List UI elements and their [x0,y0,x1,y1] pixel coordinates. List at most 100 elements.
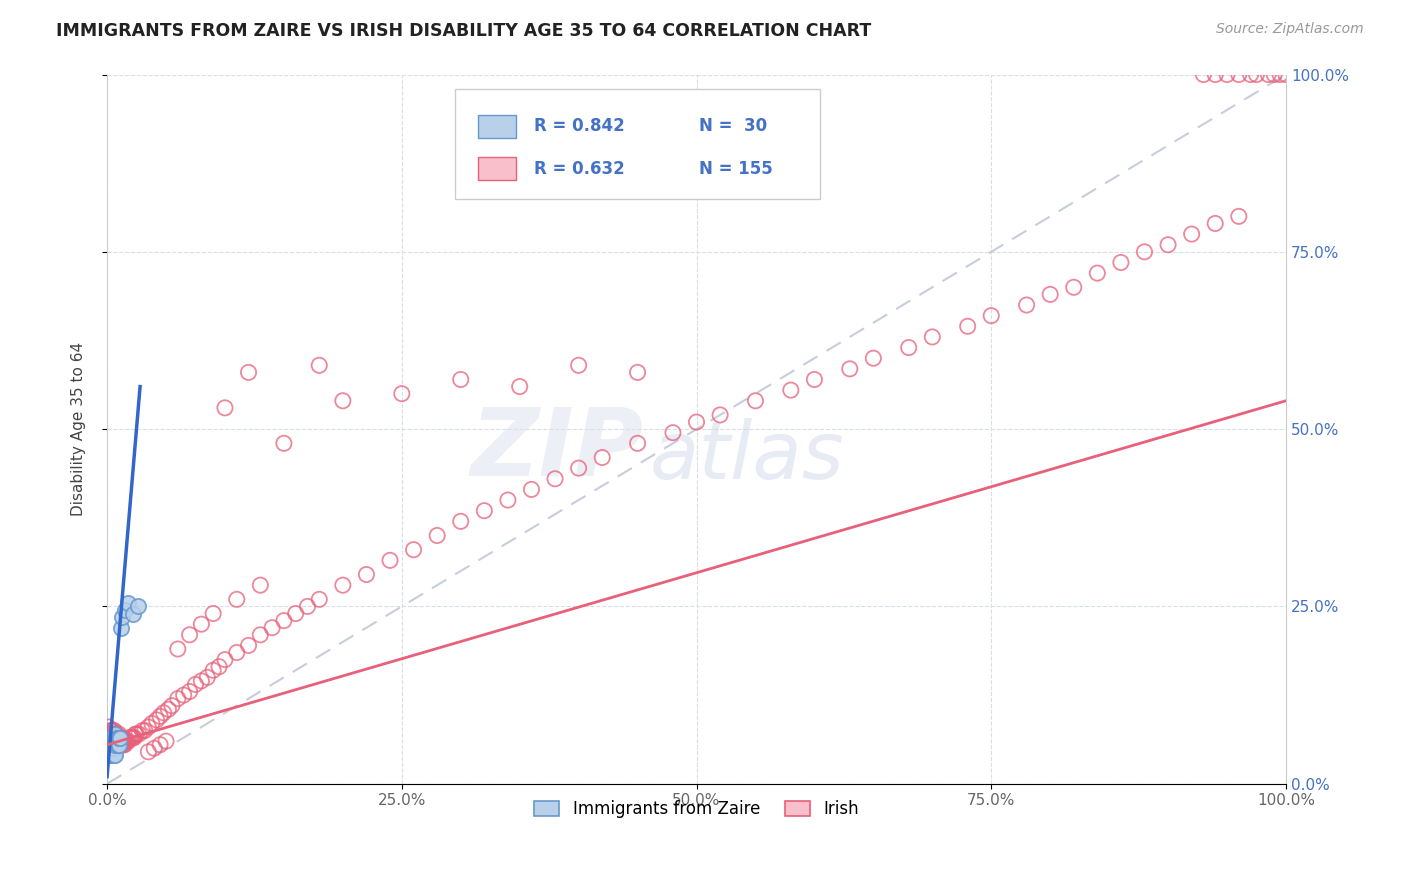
Point [114,734,136,748]
Point [110,738,132,752]
Point [101,734,124,748]
Text: ZIP: ZIP [471,404,644,497]
Point [131,723,153,738]
Point [100,723,122,738]
Point [1192,68,1215,82]
Y-axis label: Disability Age 35 to 64: Disability Age 35 to 64 [72,342,86,516]
Point [108,734,131,748]
Point [709,408,731,422]
Point [297,599,319,614]
Point [356,567,378,582]
Text: atlas: atlas [650,418,844,497]
Point [378,553,401,567]
Point [112,734,135,748]
Text: N =  30: N = 30 [699,117,768,136]
Point [173,688,195,702]
Point [332,578,354,592]
Point [107,738,129,752]
Point [450,514,472,528]
Point [662,425,685,440]
Point [111,610,134,624]
Point [1216,68,1239,82]
Text: R = 0.632: R = 0.632 [534,160,624,178]
Point [1015,298,1038,312]
Point [98,727,121,741]
Point [117,734,139,748]
Point [121,731,143,745]
Point [202,607,225,621]
Point [117,596,139,610]
Point [155,734,177,748]
Point [134,723,156,738]
Point [105,738,128,752]
Point [1109,255,1132,269]
Point [101,731,124,745]
Text: IMMIGRANTS FROM ZAIRE VS IRISH DISABILITY AGE 35 TO 64 CORRELATION CHART: IMMIGRANTS FROM ZAIRE VS IRISH DISABILIT… [56,22,872,40]
Point [101,738,124,752]
Point [104,731,127,745]
Point [1263,68,1285,82]
Point [980,309,1002,323]
Point [100,738,122,752]
Point [103,731,125,745]
Point [143,741,166,756]
Point [108,738,131,752]
Point [101,738,124,752]
Text: N = 155: N = 155 [699,160,773,178]
Point [273,614,295,628]
Point [104,738,127,752]
Point [120,731,142,745]
Point [1268,68,1291,82]
Point [779,383,801,397]
Point [104,727,127,741]
Point [190,617,212,632]
Point [591,450,613,465]
Point [125,727,148,741]
Text: R = 0.842: R = 0.842 [534,117,624,136]
Point [101,748,124,763]
Point [332,393,354,408]
Point [107,731,129,745]
Point [803,372,825,386]
Point [104,738,127,752]
Point [114,738,136,752]
Point [157,702,180,716]
Point [104,734,127,748]
Point [110,621,132,635]
Point [1204,217,1226,231]
Point [1257,68,1279,82]
Point [1133,244,1156,259]
Point [509,379,531,393]
Point [115,734,138,748]
Point [1239,68,1261,82]
Point [897,341,920,355]
Point [391,386,413,401]
Point [100,741,122,756]
Point [104,748,127,763]
Point [101,731,124,745]
Point [103,727,125,741]
Point [103,734,125,748]
Point [115,734,138,748]
Point [128,727,150,741]
Point [190,673,212,688]
Point [262,621,284,635]
Point [202,663,225,677]
Point [111,738,134,752]
FancyBboxPatch shape [456,88,820,199]
Point [152,706,174,720]
Point [149,709,172,723]
Point [225,646,247,660]
Point [308,359,330,373]
Point [520,483,543,497]
Point [862,351,884,366]
Point [107,738,129,752]
Point [111,734,134,748]
Point [103,731,125,745]
Point [107,734,129,748]
Point [1227,210,1250,224]
Point [108,738,131,752]
Point [214,652,236,666]
Point [284,607,307,621]
Point [108,731,131,745]
